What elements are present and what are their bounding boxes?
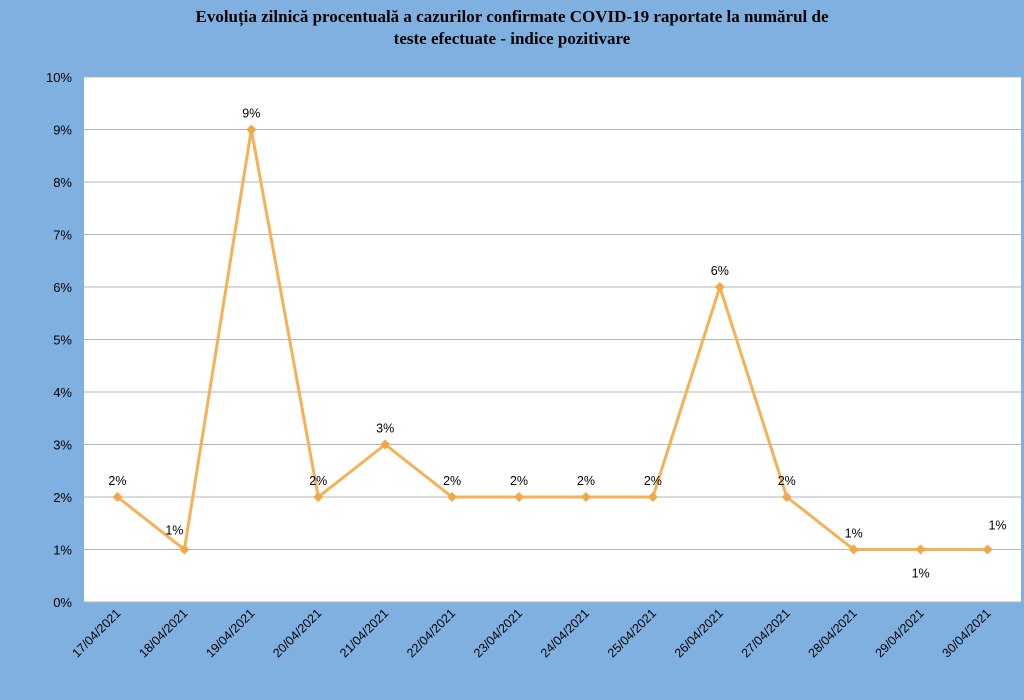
data-point-marker — [112, 492, 123, 502]
x-tick-label: 22/04/2021 — [404, 606, 458, 660]
x-tick-label: 26/04/2021 — [672, 606, 726, 660]
x-tick-label: 30/04/2021 — [940, 606, 994, 660]
data-point-marker — [982, 544, 993, 555]
x-tick-label: 28/04/2021 — [806, 606, 860, 660]
y-tick-label: 2% — [53, 490, 72, 505]
gridlines — [84, 76, 1021, 603]
data-point-marker — [179, 544, 190, 555]
data-label: 2% — [510, 474, 528, 488]
data-label: 2% — [443, 474, 461, 488]
data-label: 1% — [912, 567, 930, 581]
x-tick-label: 18/04/2021 — [136, 606, 190, 660]
data-point-marker — [447, 492, 458, 502]
x-tick-label: 20/04/2021 — [270, 606, 324, 660]
y-tick-label: 7% — [53, 228, 72, 243]
data-label: 6% — [711, 264, 729, 278]
data-point-marker — [580, 492, 591, 502]
y-tick-label: 5% — [53, 333, 72, 348]
y-tick-label: 0% — [53, 595, 72, 610]
chart-title-line-1: Evoluția zilnică procentuală a cazurilor… — [195, 7, 829, 26]
x-tick-label: 21/04/2021 — [337, 606, 391, 660]
data-label: 1% — [845, 527, 863, 541]
data-label: 9% — [242, 107, 260, 121]
data-point-marker — [246, 124, 257, 135]
data-label: 2% — [778, 474, 796, 488]
x-tick-label: 24/04/2021 — [538, 606, 592, 660]
chart-title: Evoluția zilnică procentuală a cazurilor… — [0, 6, 1024, 50]
data-point-marker — [380, 439, 391, 450]
data-labels: 2% 1% 9% 2% 3% 2% 2% 2% 2% 6% 2% 1% 1% 1% — [108, 107, 1006, 581]
y-tick-label: 6% — [53, 280, 72, 295]
series-group — [112, 124, 993, 555]
data-label: 2% — [577, 474, 595, 488]
x-tick-label: 17/04/2021 — [69, 606, 123, 660]
data-point-marker — [714, 282, 725, 292]
series-line — [116, 129, 988, 553]
y-tick-label: 9% — [53, 123, 72, 138]
y-tick-label: 1% — [53, 543, 72, 558]
x-axis-ticks: 17/04/2021 18/04/2021 19/04/2021 20/04/2021… — [69, 606, 993, 660]
y-tick-label: 3% — [53, 438, 72, 453]
x-tick-label: 27/04/2021 — [739, 606, 793, 660]
x-tick-label: 19/04/2021 — [203, 606, 257, 660]
data-point-marker — [313, 492, 324, 502]
y-axis-ticks: 0% 1% 2% 3% 4% 5% 6% 7% 8% 9% 10% — [46, 70, 72, 610]
y-tick-label: 10% — [46, 70, 72, 85]
data-label: 3% — [376, 422, 394, 436]
x-tick-label: 29/04/2021 — [873, 606, 927, 660]
data-label: 2% — [309, 474, 327, 488]
y-tick-label: 8% — [53, 175, 72, 190]
data-point-marker — [848, 544, 859, 555]
chart-title-line-2: teste efectuate - indice pozitivare — [393, 29, 631, 48]
data-point-marker — [781, 492, 792, 502]
data-label: 2% — [644, 474, 662, 488]
data-point-marker — [647, 492, 658, 502]
data-label: 1% — [988, 519, 1006, 533]
data-point-marker — [915, 544, 926, 555]
data-label: 1% — [165, 524, 183, 538]
data-point-marker — [514, 492, 525, 502]
y-tick-label: 4% — [53, 385, 72, 400]
x-tick-label: 23/04/2021 — [471, 606, 525, 660]
data-label: 2% — [108, 474, 126, 488]
x-tick-label: 25/04/2021 — [605, 606, 659, 660]
